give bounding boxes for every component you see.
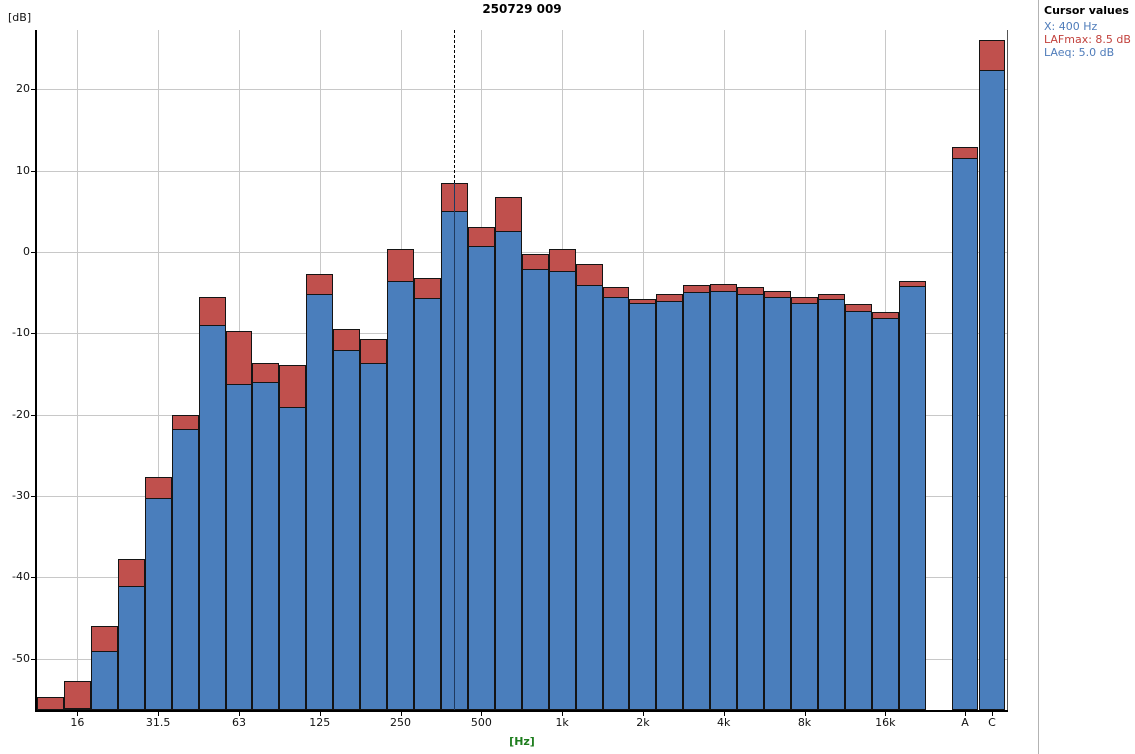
bar-laeq-12.5k[interactable] xyxy=(844,310,872,710)
bar-laeq-100[interactable] xyxy=(279,407,307,710)
bar-laeq-6.3k[interactable] xyxy=(764,296,792,710)
x-tick-label: 16k xyxy=(875,716,896,729)
bar-laeq-160[interactable] xyxy=(333,350,361,710)
cursor-line-dashed[interactable] xyxy=(454,30,456,183)
bar-laeq-20[interactable] xyxy=(90,650,118,710)
x-tick-mark xyxy=(562,712,564,716)
bar-laeq-2.5k[interactable] xyxy=(656,300,684,710)
x-tick-mark xyxy=(319,712,321,716)
x-tick-mark xyxy=(991,712,993,716)
bar-laeq-C[interactable] xyxy=(978,69,1006,710)
plot-right-border xyxy=(1007,30,1008,710)
y-tick-mark xyxy=(31,658,36,660)
bar-laeq-315[interactable] xyxy=(414,297,441,710)
x-tick-mark xyxy=(885,712,887,716)
bar-laeq-500[interactable] xyxy=(467,245,495,710)
cursor-panel-heading: Cursor values xyxy=(1044,4,1129,17)
cursor-laeq-value: LAeq: 5.0 dB xyxy=(1044,46,1115,59)
bar-laeq-80[interactable] xyxy=(252,382,280,710)
y-tick-mark xyxy=(31,333,36,335)
cursor-x-value: X: 400 Hz xyxy=(1044,20,1098,33)
x-tick-label: 1k xyxy=(555,716,569,729)
y-tick-mark xyxy=(31,89,36,91)
bar-laeq-16[interactable] xyxy=(63,707,91,710)
y-tick-label: 0 xyxy=(23,245,30,259)
x-tick-label: 2k xyxy=(636,716,650,729)
x-tick-mark xyxy=(158,712,160,716)
bar-laeq-16k[interactable] xyxy=(871,317,899,710)
y-tick-label: -20 xyxy=(12,407,30,421)
bar-laeq-4k[interactable] xyxy=(710,291,738,710)
x-tick-label: 125 xyxy=(309,716,331,729)
y-axis-unit-label: [dB] xyxy=(8,11,32,24)
bar-laeq-630[interactable] xyxy=(494,230,522,710)
gridline-vertical xyxy=(158,30,160,710)
y-tick-label: -40 xyxy=(12,570,30,584)
gridline-horizontal xyxy=(37,252,1008,254)
bar-laeq-400[interactable] xyxy=(440,211,468,710)
x-tick-mark xyxy=(400,712,402,716)
gridline-horizontal xyxy=(37,89,1008,91)
bar-laeq-2k[interactable] xyxy=(629,303,657,710)
bar-laeq-800[interactable] xyxy=(521,269,549,710)
y-tick-mark xyxy=(31,577,36,579)
x-tick-mark xyxy=(642,712,644,716)
chart-title: 250729 009 xyxy=(482,2,562,16)
y-axis-line xyxy=(35,30,37,712)
bar-laeq-40[interactable] xyxy=(171,428,199,710)
x-tick-mark xyxy=(77,712,79,716)
cursor-values-panel: Cursor values X: 400 Hz LAFmax: 8.5 dB L… xyxy=(1038,0,1134,754)
x-tick-mark xyxy=(481,712,483,716)
plot-area[interactable] xyxy=(37,30,1008,711)
y-tick-label: 20 xyxy=(16,82,30,96)
gridline-horizontal xyxy=(37,170,1008,172)
x-tick-label: C xyxy=(988,716,996,729)
x-tick-mark xyxy=(723,712,725,716)
y-tick-mark xyxy=(31,252,36,254)
bar-laeq-50[interactable] xyxy=(198,325,226,710)
bar-laeq-10k[interactable] xyxy=(817,299,845,710)
bar-laeq-1k[interactable] xyxy=(548,270,576,710)
bar-laeq-A[interactable] xyxy=(951,157,979,710)
x-tick-label: 8k xyxy=(797,716,812,729)
x-tick-mark xyxy=(238,712,240,716)
bar-lafmax-16[interactable] xyxy=(63,680,91,710)
bar-laeq-20k[interactable] xyxy=(898,286,926,710)
bar-laeq-31.5[interactable] xyxy=(144,497,172,710)
x-tick-mark xyxy=(964,712,966,716)
bar-laeq-200[interactable] xyxy=(360,363,388,710)
y-tick-label: -50 xyxy=(12,651,30,665)
bar-laeq-1.25k[interactable] xyxy=(575,285,603,710)
x-tick-label: 500 xyxy=(470,716,492,729)
bar-laeq-1.6k[interactable] xyxy=(602,296,630,710)
bar-laeq-3.15k[interactable] xyxy=(683,291,711,710)
bar-laeq-25[interactable] xyxy=(117,585,145,710)
bar-laeq-8k[interactable] xyxy=(791,303,818,710)
x-tick-mark xyxy=(804,712,806,716)
y-tick-mark xyxy=(31,496,36,498)
bar-laeq-125[interactable] xyxy=(306,294,334,710)
x-axis-unit-label: [Hz] xyxy=(509,735,535,748)
y-tick-mark xyxy=(31,170,36,172)
y-tick-mark xyxy=(31,414,36,416)
y-tick-label: -10 xyxy=(12,326,30,340)
y-tick-label: 10 xyxy=(16,163,30,177)
bar-laeq-250[interactable] xyxy=(387,280,414,710)
x-axis-line xyxy=(35,710,1008,712)
bar-laeq-5k[interactable] xyxy=(737,293,765,710)
bar-laeq-63[interactable] xyxy=(225,383,253,710)
y-tick-label: -30 xyxy=(12,489,30,503)
x-tick-label: A xyxy=(961,716,969,729)
cursor-line-in-bar[interactable] xyxy=(454,182,456,710)
cursor-lafmax-value: LAFmax: 8.5 dB xyxy=(1044,33,1131,46)
x-tick-label: 63 xyxy=(231,716,246,729)
gridline-vertical xyxy=(77,30,79,710)
x-tick-label: 4k xyxy=(717,716,731,729)
x-tick-label: 31.5 xyxy=(145,716,171,729)
x-tick-label: 250 xyxy=(390,716,412,729)
x-tick-label: 16 xyxy=(70,716,85,729)
